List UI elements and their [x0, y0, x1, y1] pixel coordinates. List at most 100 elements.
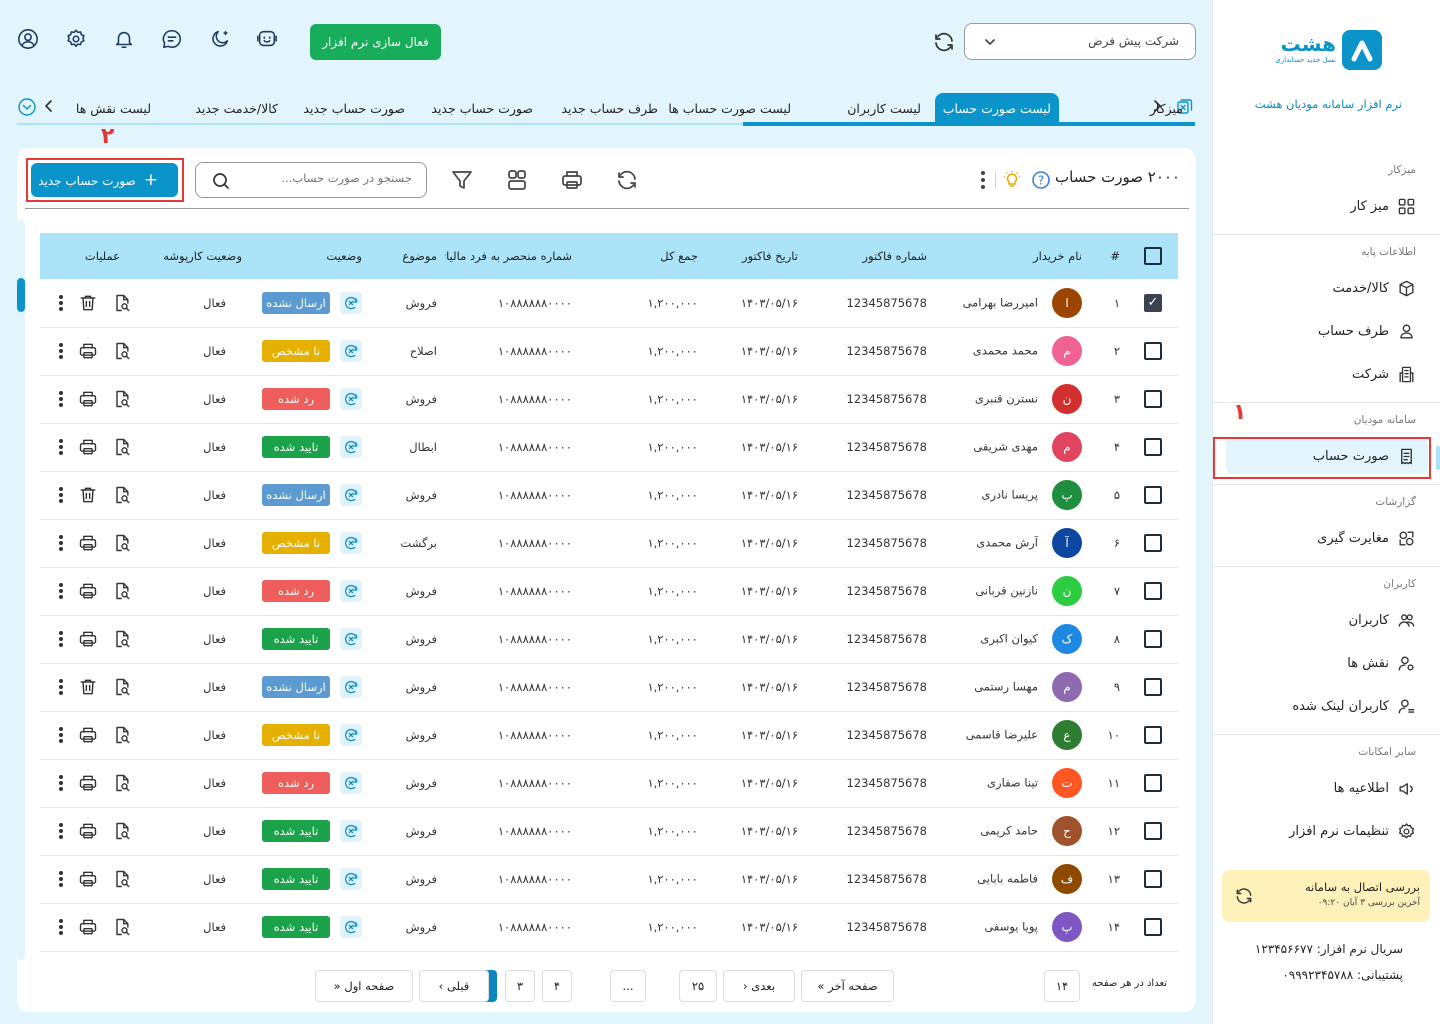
column-header[interactable]: شماره منحصر به فرد مالیاتی [445, 233, 580, 279]
column-header[interactable]: # [1090, 233, 1128, 279]
layout-columns-icon[interactable] [505, 168, 529, 192]
status-sync-icon[interactable] [340, 580, 362, 602]
print-icon[interactable] [78, 725, 98, 745]
view-document-icon[interactable] [112, 725, 132, 745]
print-icon[interactable] [78, 773, 98, 793]
view-document-icon[interactable] [112, 437, 132, 457]
view-document-icon[interactable] [112, 677, 132, 697]
column-header[interactable]: نام خریدار [935, 233, 1090, 279]
column-header[interactable]: موضوع [370, 233, 445, 279]
tabs-scroll-right-icon[interactable] [1150, 98, 1164, 114]
column-header[interactable]: وضعیت [250, 233, 370, 279]
print-icon[interactable] [78, 629, 98, 649]
view-document-icon[interactable] [112, 485, 132, 505]
page-button[interactable]: ۴ [542, 970, 572, 1002]
tab[interactable]: لیست نقش ها [75, 101, 151, 116]
messages-icon[interactable] [161, 28, 183, 50]
filter-icon[interactable] [450, 168, 474, 192]
status-sync-icon[interactable] [340, 291, 362, 314]
delete-icon[interactable] [78, 293, 98, 313]
table-row[interactable]: ۱۰ ععلیرضا قاسمی 12345875678 ۱۴۰۳/۰۵/۱۶ … [40, 711, 1178, 760]
table-row[interactable]: ۹ م مهسا رستمی 12345875678 ۱۴۰۳/۰۵/۱۶ ۱,۲… [40, 663, 1178, 712]
sidebar-item[interactable]: نقش ها [1347, 654, 1416, 673]
tab[interactable]: صورت حساب جدید [303, 101, 405, 116]
tab[interactable]: کالا/خدمت جدید [195, 101, 278, 116]
company-select[interactable]: شرکت پیش فرض [964, 23, 1196, 60]
print-icon[interactable] [78, 533, 98, 553]
row-checkbox[interactable] [1144, 678, 1162, 696]
more-options-icon[interactable] [979, 170, 987, 190]
print-icon[interactable] [78, 917, 98, 937]
status-sync-icon[interactable] [340, 532, 362, 554]
reload-icon[interactable] [615, 168, 639, 192]
status-sync-icon[interactable] [340, 676, 362, 698]
tabs-scroll-left-icon[interactable] [42, 98, 56, 114]
connection-check[interactable]: بررسی اتصال به سامانه آخرین بررسی ۳ آبان… [1222, 870, 1430, 922]
page-button[interactable]: ... [610, 970, 646, 1002]
scrollbar-thumb[interactable] [17, 278, 25, 312]
page-button[interactable]: ۳ [505, 970, 535, 1002]
row-checkbox[interactable] [1144, 822, 1162, 840]
row-checkbox[interactable] [1144, 582, 1162, 600]
view-document-icon[interactable] [112, 341, 132, 361]
column-header[interactable]: شماره فاکتور [806, 233, 935, 279]
row-checkbox[interactable] [1144, 342, 1162, 360]
row-checkbox[interactable]: ✓ [1144, 293, 1162, 312]
more-actions-icon[interactable] [58, 822, 64, 840]
view-document-icon[interactable] [112, 917, 132, 937]
search-input[interactable] [242, 171, 412, 185]
table-row[interactable]: ۱۱ ت تینا صفاری 12345875678 ۱۴۰۳/۰۵/۱۶ ۱,… [40, 759, 1178, 808]
per-page-select[interactable]: ۱۴ [1044, 970, 1080, 1002]
table-row[interactable]: ✓ ۱ ا امیررضا بهرامی 12345875678 ۱۴۰۳/۰۵/… [40, 279, 1178, 328]
print-icon[interactable] [78, 821, 98, 841]
view-document-icon[interactable] [112, 821, 132, 841]
tab[interactable]: طرف حساب جدید [561, 101, 658, 116]
status-sync-icon[interactable] [340, 484, 362, 506]
more-actions-icon[interactable] [58, 534, 64, 552]
sidebar-item[interactable]: کاربران لینک شده [1292, 697, 1416, 716]
more-actions-icon[interactable] [58, 678, 64, 696]
row-checkbox[interactable] [1144, 486, 1162, 504]
column-header[interactable]: عملیات [40, 233, 150, 279]
refresh-company-icon[interactable] [932, 30, 956, 54]
column-header[interactable]: جمع کل [580, 233, 706, 279]
view-document-icon[interactable] [112, 533, 132, 553]
row-checkbox[interactable] [1144, 774, 1162, 792]
more-actions-icon[interactable] [58, 438, 64, 456]
print-icon[interactable] [78, 437, 98, 457]
more-actions-icon[interactable] [58, 870, 64, 888]
dark-mode-icon[interactable] [209, 28, 231, 50]
tab[interactable]: میزکار [1149, 101, 1183, 116]
view-document-icon[interactable] [112, 389, 132, 409]
sidebar-item[interactable]: طرف حساب [1318, 322, 1416, 341]
row-checkbox[interactable] [1144, 390, 1162, 408]
row-checkbox[interactable] [1144, 870, 1162, 888]
scrollbar-track[interactable] [17, 220, 25, 960]
last-page-button[interactable]: صفحه آخر » [801, 970, 894, 1002]
status-sync-icon[interactable] [340, 340, 362, 362]
delete-icon[interactable] [78, 677, 98, 697]
status-sync-icon[interactable] [340, 772, 362, 794]
sidebar-item[interactable]: کاربران [1349, 611, 1416, 630]
profile-icon[interactable] [17, 28, 39, 50]
table-row[interactable]: ۶ آ آرش محمدی 12345875678 ۱۴۰۳/۰۵/۱۶ ۱,۲۰… [40, 519, 1178, 568]
tabs-menu-icon[interactable] [17, 97, 37, 117]
table-row[interactable]: ۱۲ ح حامد کریمی 12345875678 ۱۴۰۳/۰۵/۱۶ ۱,… [40, 807, 1178, 856]
tab[interactable]: لیست کاربران [847, 101, 921, 116]
row-checkbox[interactable] [1144, 726, 1162, 744]
select-all-checkbox[interactable] [1144, 247, 1162, 265]
first-page-button[interactable]: صفحه اول « [315, 970, 413, 1002]
page-button[interactable]: ۲۵ [679, 970, 717, 1002]
table-row[interactable]: ۷ ننازنین قربانی 12345875678 ۱۴۰۳/۰۵/۱۶ … [40, 567, 1178, 616]
activate-software-button[interactable]: فعال سازی نرم افزار [310, 24, 441, 60]
view-document-icon[interactable] [112, 773, 132, 793]
print-icon[interactable] [560, 168, 584, 192]
row-checkbox[interactable] [1144, 534, 1162, 552]
sidebar-item[interactable]: شرکت [1352, 365, 1416, 384]
view-document-icon[interactable] [112, 869, 132, 889]
more-actions-icon[interactable] [58, 630, 64, 648]
status-sync-icon[interactable] [340, 388, 362, 410]
row-checkbox[interactable] [1144, 438, 1162, 456]
print-icon[interactable] [78, 341, 98, 361]
row-checkbox[interactable] [1144, 918, 1162, 936]
